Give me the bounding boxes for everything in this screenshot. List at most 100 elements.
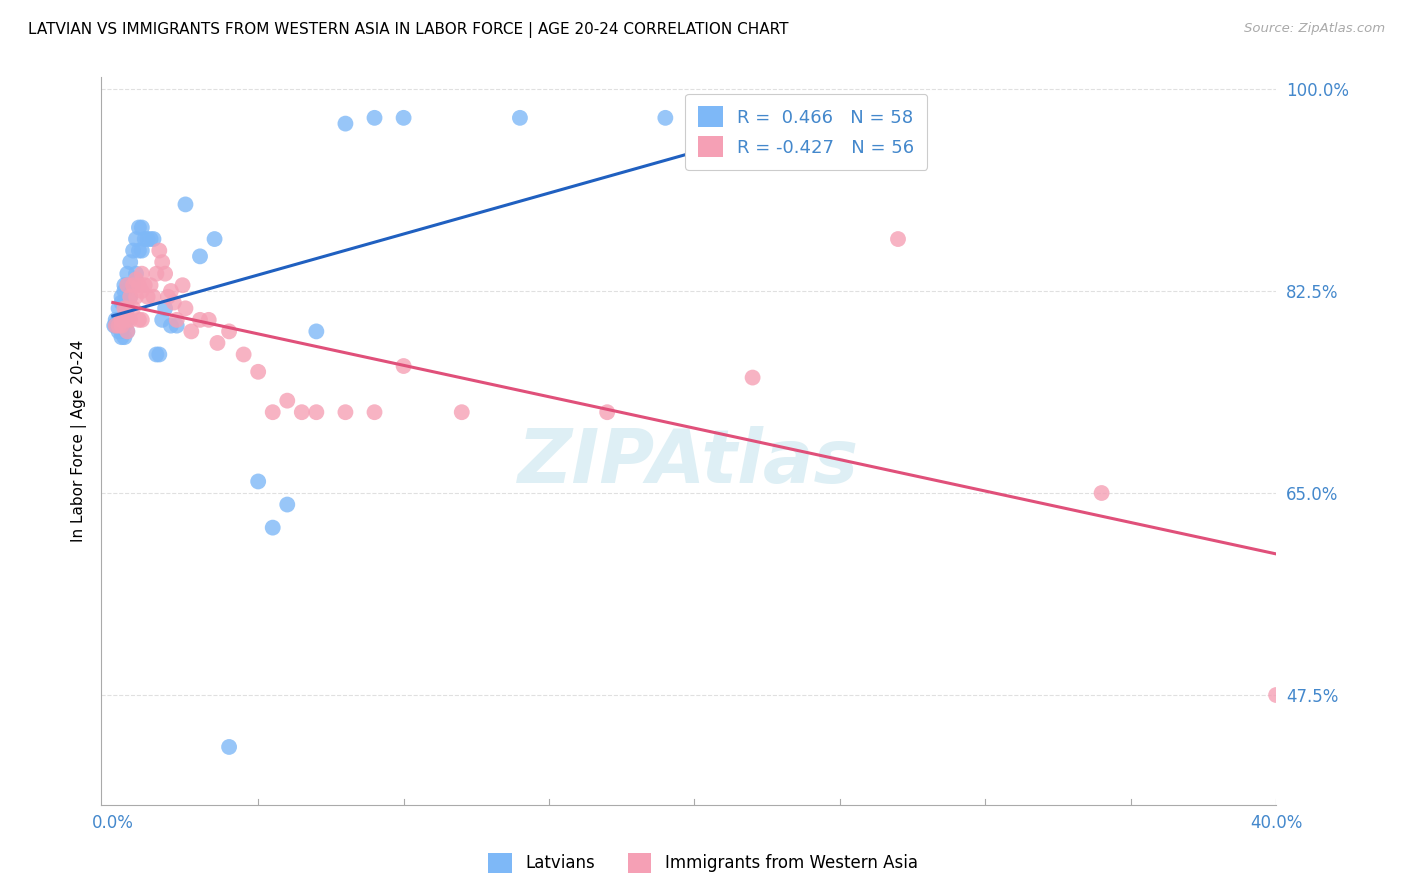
Point [166, 313, 188, 327]
Point [110, 325, 132, 339]
Point [104, 318, 127, 333]
Point [117, 278, 139, 293]
Point [145, 267, 167, 281]
Point [509, 111, 531, 125]
Point [117, 313, 139, 327]
Point [112, 313, 135, 327]
Point [291, 405, 314, 419]
Text: Source: ZipAtlas.com: Source: ZipAtlas.com [1244, 22, 1385, 36]
Legend: Latvians, Immigrants from Western Asia: Latvians, Immigrants from Western Asia [482, 847, 924, 880]
Point [117, 278, 139, 293]
Point [136, 290, 159, 304]
Point [107, 313, 129, 327]
Point [104, 313, 127, 327]
Point [110, 330, 132, 344]
Point [157, 290, 180, 304]
Text: LATVIAN VS IMMIGRANTS FROM WESTERN ASIA IN LABOR FORCE | AGE 20-24 CORRELATION C: LATVIAN VS IMMIGRANTS FROM WESTERN ASIA … [28, 22, 789, 38]
Point [120, 290, 142, 304]
Point [166, 318, 188, 333]
Point [128, 244, 150, 258]
Point [131, 244, 153, 258]
Point [128, 220, 150, 235]
Y-axis label: In Labor Force | Age 20-24: In Labor Force | Age 20-24 [72, 340, 87, 542]
Text: ZIPAtlas: ZIPAtlas [517, 426, 859, 500]
Point [207, 335, 229, 350]
Point [163, 295, 186, 310]
Point [112, 278, 135, 293]
Point [180, 325, 202, 339]
Point [134, 232, 156, 246]
Point [107, 318, 129, 333]
Point [120, 290, 142, 304]
Point [112, 313, 135, 327]
Point [107, 318, 129, 333]
Point [160, 284, 183, 298]
Point [197, 313, 219, 327]
Point [1265, 688, 1288, 702]
Point [112, 295, 135, 310]
Point [262, 405, 284, 419]
Point [112, 301, 135, 316]
Point [120, 313, 142, 327]
Legend: R =  0.466   N = 58, R = -0.427   N = 56: R = 0.466 N = 58, R = -0.427 N = 56 [685, 94, 927, 169]
Point [148, 347, 170, 361]
Point [110, 318, 132, 333]
Point [128, 278, 150, 293]
Point [276, 498, 298, 512]
Point [172, 278, 194, 293]
Point [654, 111, 676, 125]
Point [335, 117, 357, 131]
Point [131, 313, 153, 327]
Point [105, 318, 128, 333]
Point [363, 405, 385, 419]
Point [218, 325, 240, 339]
Point [150, 255, 173, 269]
Point [125, 267, 148, 281]
Point [122, 244, 145, 258]
Point [110, 318, 132, 333]
Point [117, 301, 139, 316]
Point [110, 313, 132, 327]
Point [122, 278, 145, 293]
Point [134, 278, 156, 293]
Point [276, 393, 298, 408]
Point [117, 313, 139, 327]
Point [122, 278, 145, 293]
Point [153, 301, 176, 316]
Point [363, 111, 385, 125]
Point [232, 347, 254, 361]
Point [125, 232, 148, 246]
Point [741, 370, 763, 384]
Point [450, 405, 472, 419]
Point [110, 313, 132, 327]
Point [122, 301, 145, 316]
Point [110, 295, 132, 310]
Point [596, 405, 619, 419]
Point [142, 290, 165, 304]
Point [150, 313, 173, 327]
Point [188, 249, 211, 263]
Point [131, 284, 153, 298]
Point [107, 325, 129, 339]
Point [148, 244, 170, 258]
Point [218, 739, 240, 754]
Point [153, 267, 176, 281]
Point [110, 313, 132, 327]
Point [120, 255, 142, 269]
Point [142, 232, 165, 246]
Point [131, 267, 153, 281]
Point [139, 232, 162, 246]
Point [128, 313, 150, 327]
Point [145, 347, 167, 361]
Point [117, 267, 139, 281]
Point [125, 290, 148, 304]
Point [305, 405, 328, 419]
Point [305, 325, 328, 339]
Point [392, 359, 415, 373]
Point [1090, 486, 1112, 500]
Point [136, 232, 159, 246]
Point [107, 301, 129, 316]
Point [174, 301, 197, 316]
Point [262, 521, 284, 535]
Point [335, 405, 357, 419]
